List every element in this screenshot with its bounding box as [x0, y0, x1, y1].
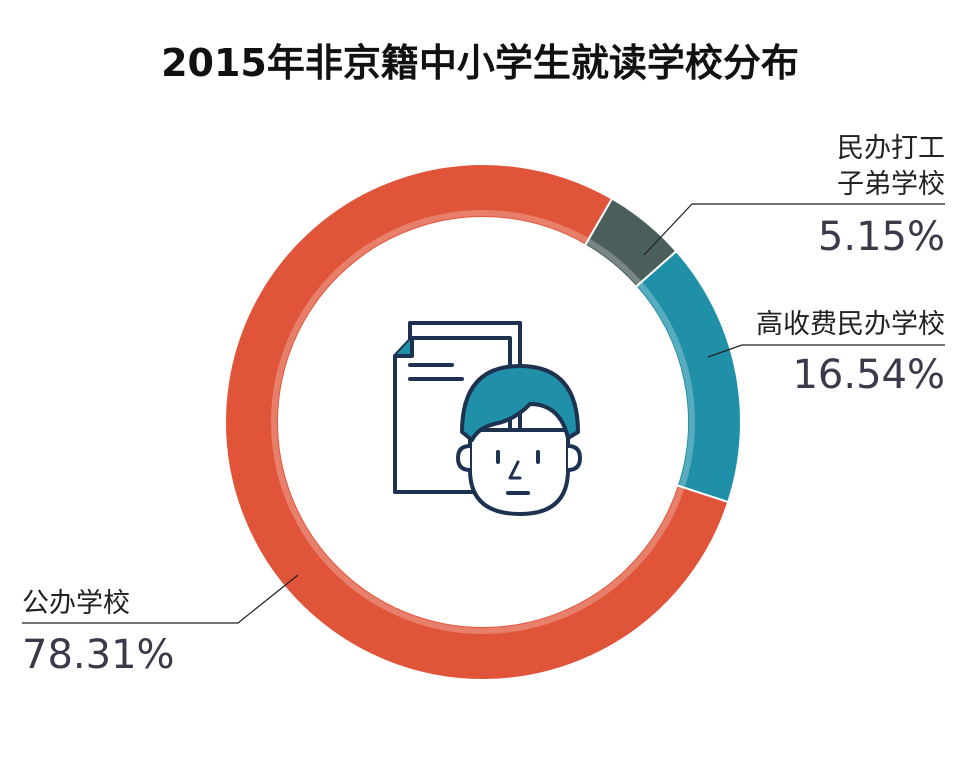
donut-inner-ring	[271, 210, 695, 634]
slice-label-0-line-1: 民办打工	[837, 133, 945, 164]
slice-value-0: 5.15%	[818, 214, 945, 260]
donut-slices	[224, 163, 742, 681]
leader-line-slice-1	[707, 344, 945, 358]
slice-label-0-line-2: 子弟学校	[837, 169, 945, 200]
leader-line-slice-0	[643, 203, 945, 256]
document-and-student-icon	[393, 321, 582, 516]
leader-line-slice-2	[22, 574, 299, 624]
slice-value-1: 16.54%	[792, 352, 945, 398]
donut-slice-2	[224, 163, 730, 681]
slice-label-2: 公办学校	[22, 588, 130, 619]
chart-title: 2015年非京籍中小学生就读学校分布	[161, 41, 799, 85]
slice-label-1: 高收费民办学校	[756, 309, 945, 340]
student-face-icon	[456, 364, 582, 516]
slice-value-2: 78.31%	[22, 632, 175, 678]
